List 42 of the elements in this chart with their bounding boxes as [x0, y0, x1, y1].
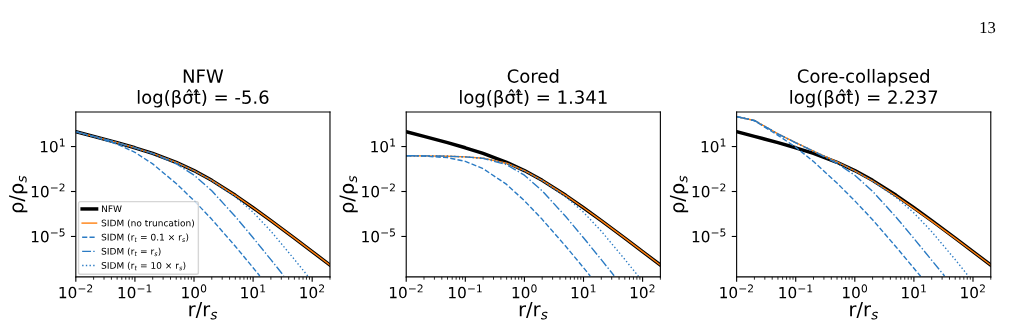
chart-subtitle: log(βσ̂t̂) = -5.6 [137, 89, 269, 108]
chart-subtitle: log(βσ̂t̂) = 1.341 [460, 89, 607, 108]
x-tick-label: 10$^{2}$ [630, 284, 655, 299]
y-tick-label: 10$^{−2}$ [692, 183, 726, 198]
y-axis-title: ρ/ρ$_{s}$ [9, 175, 28, 213]
y-tick-label: 10$^{−5}$ [362, 228, 396, 243]
y-tick-label: 10$^{1}$ [371, 138, 396, 153]
legend-label: SIDM (r$_{t}$ = 10 × r$_{s}$) [101, 261, 186, 271]
x-tick-label: 10$^{2}$ [300, 284, 325, 299]
legend-label: SIDM (no truncation) [101, 219, 194, 228]
text: 13 [980, 21, 996, 34]
x-tick-label: 10$^{0}$ [843, 284, 868, 299]
x-tick-label: 10$^{−1}$ [779, 284, 813, 299]
x-tick-label: 10$^{−1}$ [449, 284, 482, 299]
chart-title: Core-collapsed [797, 68, 929, 87]
x-tick-label: 10$^{0}$ [182, 284, 207, 299]
x-axis-title: r/r$_{s}$ [189, 302, 218, 320]
x-tick-label: 10$^{2}$ [961, 284, 985, 299]
legend-label: SIDM (r$_{t}$ = 0.1 × r$_{s}$) [101, 233, 189, 242]
legend-label: NFW [101, 205, 122, 213]
x-tick-label: 10$^{1}$ [571, 284, 596, 299]
x-tick-label: 10$^{1}$ [241, 284, 266, 299]
x-tick-label: 10$^{−1}$ [118, 284, 152, 299]
x-tick-label: 10$^{0}$ [512, 284, 537, 299]
y-tick-label: 10$^{−5}$ [31, 228, 65, 243]
x-tick-label: 10$^{−2}$ [720, 284, 753, 299]
y-axis-title: ρ/ρ$_{s}$ [669, 175, 689, 213]
y-tick-label: 10$^{−2}$ [31, 183, 65, 198]
x-axis-title: r/r$_{s}$ [850, 302, 878, 320]
chart-subtitle: log(βσ̂t̂) = 2.237 [790, 89, 938, 108]
x-tick-label: 10$^{1}$ [902, 284, 926, 299]
x-axis-title: r/r$_{s}$ [519, 302, 548, 320]
y-tick-label: 10$^{1}$ [40, 138, 65, 153]
x-tick-label: 10$^{−2}$ [59, 284, 93, 299]
chart-title: Cored [507, 68, 559, 83]
y-tick-label: 10$^{−2}$ [362, 183, 395, 198]
legend-label: SIDM (r$_{t}$ = r$_{s}$) [101, 247, 161, 257]
y-tick-label: 10$^{−5}$ [692, 228, 726, 243]
chart-title: NFW [183, 69, 224, 83]
y-tick-label: 10$^{1}$ [701, 138, 726, 153]
x-tick-label: 10$^{−2}$ [389, 284, 423, 299]
y-axis-title: ρ/ρ$_{s}$ [339, 175, 358, 213]
